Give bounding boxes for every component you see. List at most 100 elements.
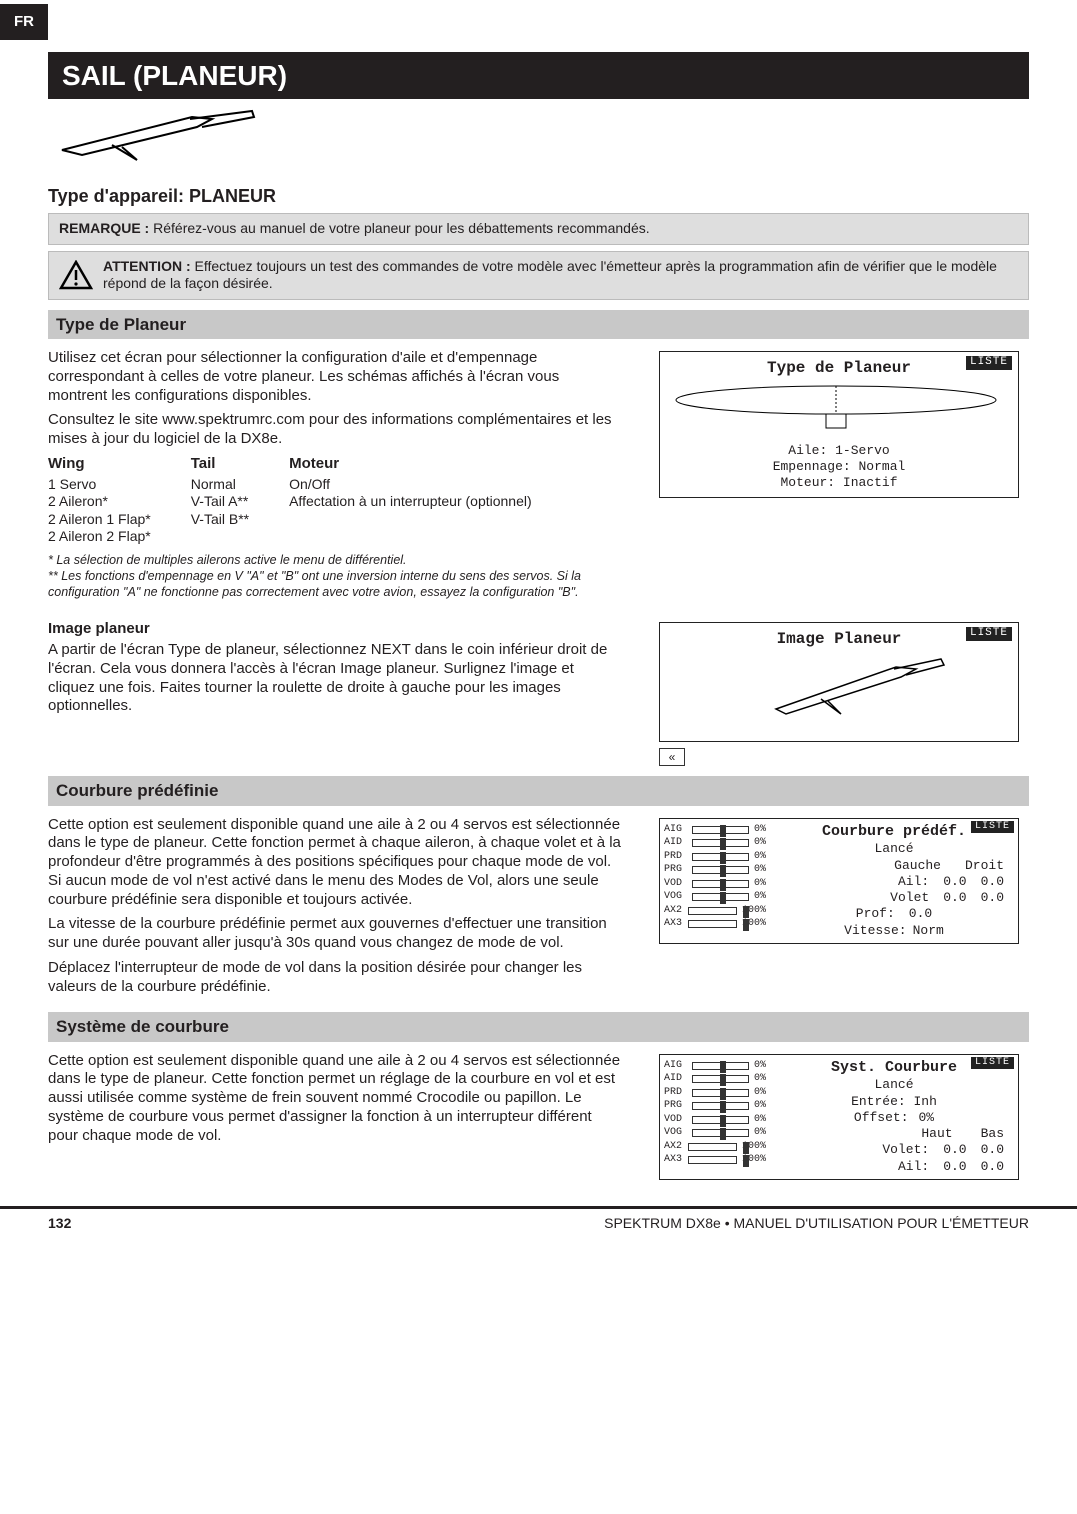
slider-track	[692, 1116, 749, 1124]
wing-item: 2 Aileron 1 Flap*	[48, 511, 151, 529]
slider-label: PRD	[664, 851, 689, 864]
row-val: 0.0	[981, 1159, 1004, 1175]
slider-row: VOG0%	[664, 891, 766, 904]
row-label: Volet:	[882, 1142, 929, 1158]
lcd-syst: AIG0%AID0%PRD0%PRG0%VOD0%VOG0%AX2100%AX3…	[659, 1054, 1019, 1180]
lcd-type-planeur: LISTE Type de Planeur Aile: 1-Servo Empe…	[659, 351, 1019, 498]
slider-track	[692, 866, 749, 874]
slider-label: AX2	[664, 905, 685, 918]
slider-track	[688, 1143, 737, 1151]
slider-knob	[720, 852, 726, 864]
slider-row: AID0%	[664, 1073, 766, 1086]
lcd-image-planeur: LISTE Image Planeur	[659, 622, 1019, 742]
page-footer: 132 SPEKTRUM DX8e • MANUEL D'UTILISATION…	[0, 1206, 1077, 1243]
slider-pct: 0%	[754, 1087, 766, 1100]
courbure-p3: Déplacez l'interrupteur de mode de vol d…	[48, 959, 621, 997]
lcd-line: Empennage: Normal	[666, 459, 1012, 475]
slider-pct: 0%	[754, 1114, 766, 1127]
subhead-syst: Système de courbure	[48, 1012, 1029, 1041]
slider-pct: 0%	[754, 851, 766, 864]
slider-label: AID	[664, 837, 689, 850]
slider-label: PRG	[664, 1100, 689, 1113]
courbure-p1: Cette option est seulement disponible qu…	[48, 816, 621, 910]
col-gauche: Gauche	[894, 858, 941, 874]
slider-row: VOD0%	[664, 878, 766, 891]
liste-badge: LISTE	[971, 821, 1014, 834]
motor-head: Moteur	[289, 455, 532, 474]
slider-knob	[720, 865, 726, 877]
slider-label: PRD	[664, 1087, 689, 1100]
slider-track	[692, 1075, 749, 1083]
tail-head: Tail	[191, 455, 249, 474]
row-val: 0.0	[943, 890, 966, 906]
slider-row: PRG0%	[664, 864, 766, 877]
slider-knob	[720, 1115, 726, 1127]
row-val: 0.0	[943, 1142, 966, 1158]
slider-label: AX3	[664, 918, 685, 931]
slider-row: VOG0%	[664, 1127, 766, 1140]
attention-label: ATTENTION :	[103, 258, 191, 274]
tail-item: V-Tail A**	[191, 493, 249, 511]
slider-knob	[743, 1142, 749, 1154]
page-title: SAIL (PLANEUR)	[48, 52, 1029, 99]
slider-track	[692, 1102, 749, 1110]
subhead-type-planeur: Type de Planeur	[48, 310, 1029, 339]
liste-badge: LISTE	[966, 627, 1012, 641]
row-label: Offset:	[854, 1110, 909, 1126]
slider-pct: 0%	[754, 824, 766, 837]
lcd-glider-icon	[666, 649, 1006, 729]
warning-icon	[59, 260, 93, 290]
slider-knob	[720, 1128, 726, 1140]
liste-badge: LISTE	[971, 1057, 1014, 1070]
wing-head: Wing	[48, 455, 151, 474]
attention-box: ATTENTION : Effectuez toujours un test d…	[48, 251, 1029, 300]
slider-row: AIG0%	[664, 1060, 766, 1073]
slider-knob	[720, 1101, 726, 1113]
slider-label: VOD	[664, 1114, 689, 1127]
remark-label: REMARQUE :	[59, 220, 149, 236]
row-label: Volet	[890, 890, 929, 906]
row-val: 0.0	[981, 874, 1004, 890]
row-label: Ail:	[898, 1159, 929, 1175]
slider-row: AX3100%	[664, 918, 766, 931]
row-val: Norm	[913, 923, 944, 939]
tail-item: Normal	[191, 476, 249, 494]
courbure-p2: La vitesse de la courbure prédéfinie per…	[48, 915, 621, 953]
slider-row: PRD 0%	[664, 1087, 766, 1100]
slider-knob	[720, 838, 726, 850]
slider-label: AIG	[664, 824, 689, 837]
lcd-wing-icon	[666, 378, 1006, 436]
type-planeur-p1: Utilisez cet écran pour sélectionner la …	[48, 349, 621, 405]
slider-knob	[720, 1061, 726, 1073]
motor-item: On/Off	[289, 476, 532, 494]
slider-row: AX2100%	[664, 905, 766, 918]
remark-text: Référez-vous au manuel de votre planeur …	[153, 220, 650, 236]
slider-knob	[720, 1088, 726, 1100]
footer-text: SPEKTRUM DX8e • MANUEL D'UTILISATION POU…	[604, 1215, 1029, 1233]
slider-track	[692, 826, 749, 834]
lang-tab: FR	[0, 4, 48, 40]
slider-pct: 0%	[754, 864, 766, 877]
row-val: 0.0	[943, 874, 966, 890]
slider-row: PRD 0%	[664, 851, 766, 864]
slider-pct: 0%	[754, 1127, 766, 1140]
slider-row: AX3100%	[664, 1154, 766, 1167]
slider-label: AIG	[664, 1060, 689, 1073]
syst-p: Cette option est seulement disponible qu…	[48, 1052, 621, 1146]
lcd-line: Moteur: Inactif	[666, 475, 1012, 491]
attention-text: Effectuez toujours un test des commandes…	[103, 258, 997, 292]
lcd-mode: Lancé	[778, 1077, 1010, 1093]
footnote-2: ** Les fonctions d'empennage en V "A" et…	[48, 568, 621, 601]
row-val: 0.0	[981, 890, 1004, 906]
slider-pct: 0%	[754, 837, 766, 850]
slider-row: AIG 0%	[664, 824, 766, 837]
slider-track	[688, 1156, 737, 1164]
section-type-heading: Type d'appareil: PLANEUR	[48, 185, 1029, 208]
col-droit: Droit	[965, 858, 1004, 874]
wing-item: 2 Aileron 2 Flap*	[48, 528, 151, 546]
row-val: 0.0	[909, 906, 932, 922]
slider-row: PRG0%	[664, 1100, 766, 1113]
wing-item: 2 Aileron*	[48, 493, 151, 511]
lcd-line: Aile: 1-Servo	[666, 443, 1012, 459]
slider-track	[692, 839, 749, 847]
